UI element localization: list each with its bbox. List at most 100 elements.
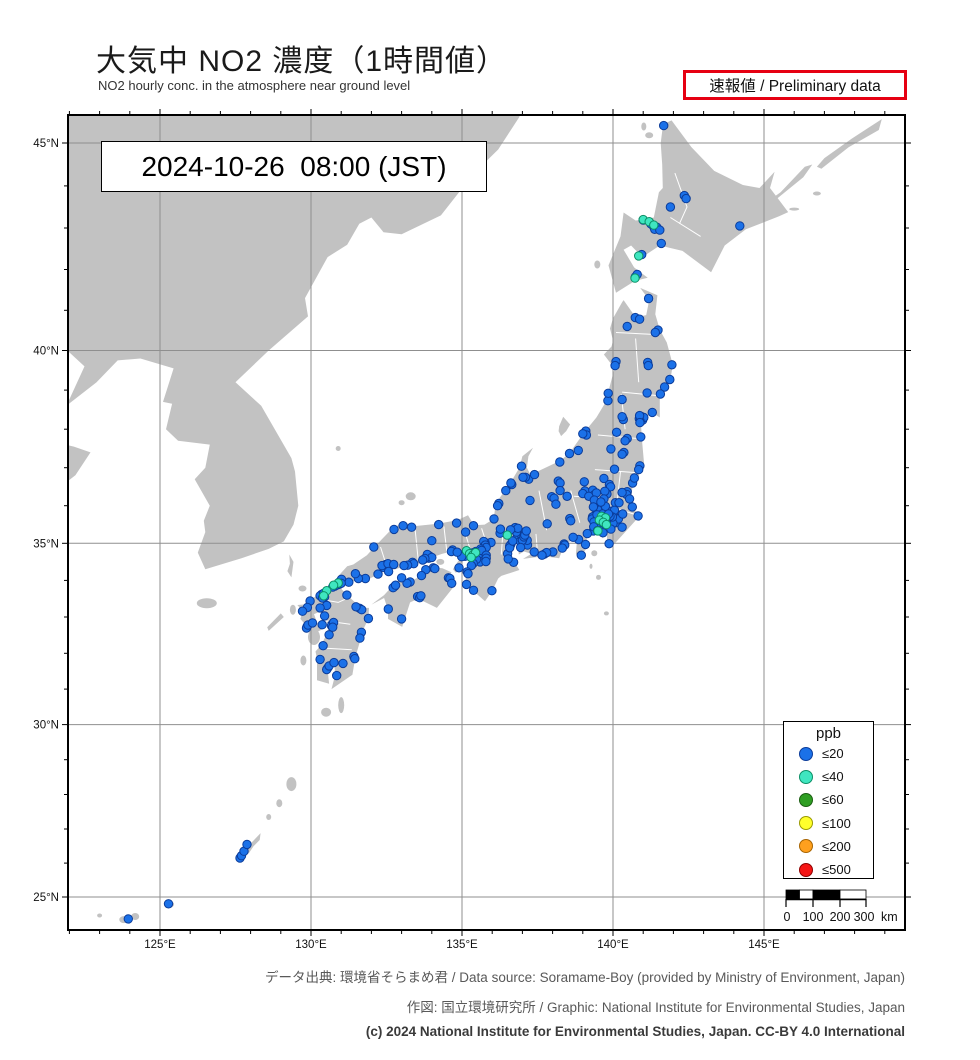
data-source-credit: データ出典: 環境省そらまめ君 / Data source: Soramame-… xyxy=(265,970,905,985)
legend-swatch-le500-icon xyxy=(799,862,813,877)
station-dot-le20 xyxy=(603,388,613,398)
station-dot-le20 xyxy=(576,550,586,560)
station-dot-le20 xyxy=(396,573,407,583)
island-speck xyxy=(603,611,609,616)
station-dot-le20 xyxy=(617,394,627,405)
station-dot-le20 xyxy=(659,120,669,131)
station-dot-le20 xyxy=(427,536,437,546)
station-dot-le20 xyxy=(647,407,657,418)
station-dot-le20 xyxy=(617,449,627,459)
lat-tick-label: 25°N xyxy=(33,892,59,904)
station-dot-le20 xyxy=(324,630,334,640)
legend-swatch-le20-icon xyxy=(799,746,813,761)
preliminary-data-badge: 速報値 / Preliminary data xyxy=(683,70,907,100)
island-speck xyxy=(812,191,821,196)
legend-label: ≤60 xyxy=(822,792,844,808)
station-dot-le20 xyxy=(537,550,547,560)
legend-swatch-le40-icon xyxy=(799,769,813,784)
station-dot-le40 xyxy=(649,220,659,230)
station-dot-le20 xyxy=(580,539,591,550)
station-dot-le20 xyxy=(468,585,479,595)
station-dot-le20 xyxy=(555,485,565,496)
island-speck xyxy=(300,655,307,666)
station-dot-le20 xyxy=(618,509,628,519)
station-dot-le20 xyxy=(123,914,134,924)
station-dot-le20 xyxy=(667,360,677,370)
station-dot-le40 xyxy=(319,591,329,601)
station-dot-le20 xyxy=(461,579,472,590)
lat-tick-label: 45°N xyxy=(33,138,59,150)
prefecture-border xyxy=(414,530,419,561)
station-dot-le20 xyxy=(468,521,479,531)
station-dot-le20 xyxy=(643,293,654,304)
station-dot-le20 xyxy=(542,519,552,529)
station-dot-le20 xyxy=(642,388,652,398)
lon-tick-label: 135°E xyxy=(446,939,478,951)
station-dot-le20 xyxy=(383,566,394,577)
station-dot-le20 xyxy=(481,556,491,567)
station-dot-le20 xyxy=(617,522,627,532)
station-dot-le20 xyxy=(515,542,526,553)
station-dot-le20 xyxy=(242,839,252,850)
station-dot-le20 xyxy=(342,590,352,600)
station-dot-le20 xyxy=(389,524,399,535)
island-speck xyxy=(298,585,307,592)
legend-label: ≤20 xyxy=(822,746,844,762)
map-frame xyxy=(67,114,906,931)
station-dot-le20 xyxy=(633,511,643,521)
legend-item: ≤40 xyxy=(784,765,873,788)
prefecture-border xyxy=(443,526,448,553)
station-dot-le20 xyxy=(610,360,620,371)
land-honshu xyxy=(337,287,673,602)
legend-label: ≤100 xyxy=(822,815,851,831)
station-dot-le20 xyxy=(643,360,653,371)
station-dot-le20 xyxy=(447,578,457,588)
prefecture-border xyxy=(597,434,642,440)
lat-tick-label: 40°N xyxy=(33,346,59,358)
station-dot-le20 xyxy=(564,448,575,459)
island-speck xyxy=(641,122,647,131)
station-dot-le20 xyxy=(351,602,361,612)
island-speck xyxy=(289,604,296,615)
station-dot-le20 xyxy=(452,547,462,557)
station-dot-le20 xyxy=(463,569,473,579)
station-dot-le20 xyxy=(373,569,383,579)
land-sado xyxy=(558,416,571,437)
island-speck xyxy=(789,207,800,211)
station-dot-le20 xyxy=(319,611,330,621)
legend-swatch-le100-icon xyxy=(799,816,813,831)
legend-label: ≤500 xyxy=(822,862,851,878)
station-dot-le20 xyxy=(635,417,645,428)
station-dot-le20 xyxy=(599,473,609,484)
station-dot-le20 xyxy=(369,542,379,552)
land-tsushima xyxy=(287,554,294,578)
legend-swatch-le200-icon xyxy=(799,839,813,854)
station-dot-le20 xyxy=(399,560,409,571)
station-dot-le20 xyxy=(627,502,637,512)
station-dot-le20 xyxy=(363,613,374,624)
station-dot-le20 xyxy=(315,603,325,613)
station-dot-le20 xyxy=(492,501,503,511)
station-dot-le20 xyxy=(163,899,174,909)
station-dot-le20 xyxy=(489,514,499,524)
station-dot-le20 xyxy=(566,516,576,526)
station-dot-le20 xyxy=(659,382,670,392)
station-dot-le20 xyxy=(332,670,342,681)
station-dot-le20 xyxy=(617,487,627,498)
station-dot-le20 xyxy=(529,547,539,557)
station-dot-le20 xyxy=(355,633,365,643)
lon-tick-label: 130°E xyxy=(295,939,327,951)
island-speck xyxy=(405,492,416,501)
station-dot-le20 xyxy=(390,580,401,590)
station-dot-le20 xyxy=(451,518,462,528)
station-dot-le40 xyxy=(630,273,640,283)
station-dot-le20 xyxy=(329,657,339,668)
lon-tick-label: 125°E xyxy=(144,939,176,951)
station-dot-le20 xyxy=(681,193,691,204)
station-dot-le20 xyxy=(624,494,635,504)
island-speck xyxy=(594,260,601,269)
legend-item: ≤200 xyxy=(784,835,873,858)
island-speck xyxy=(338,697,345,714)
